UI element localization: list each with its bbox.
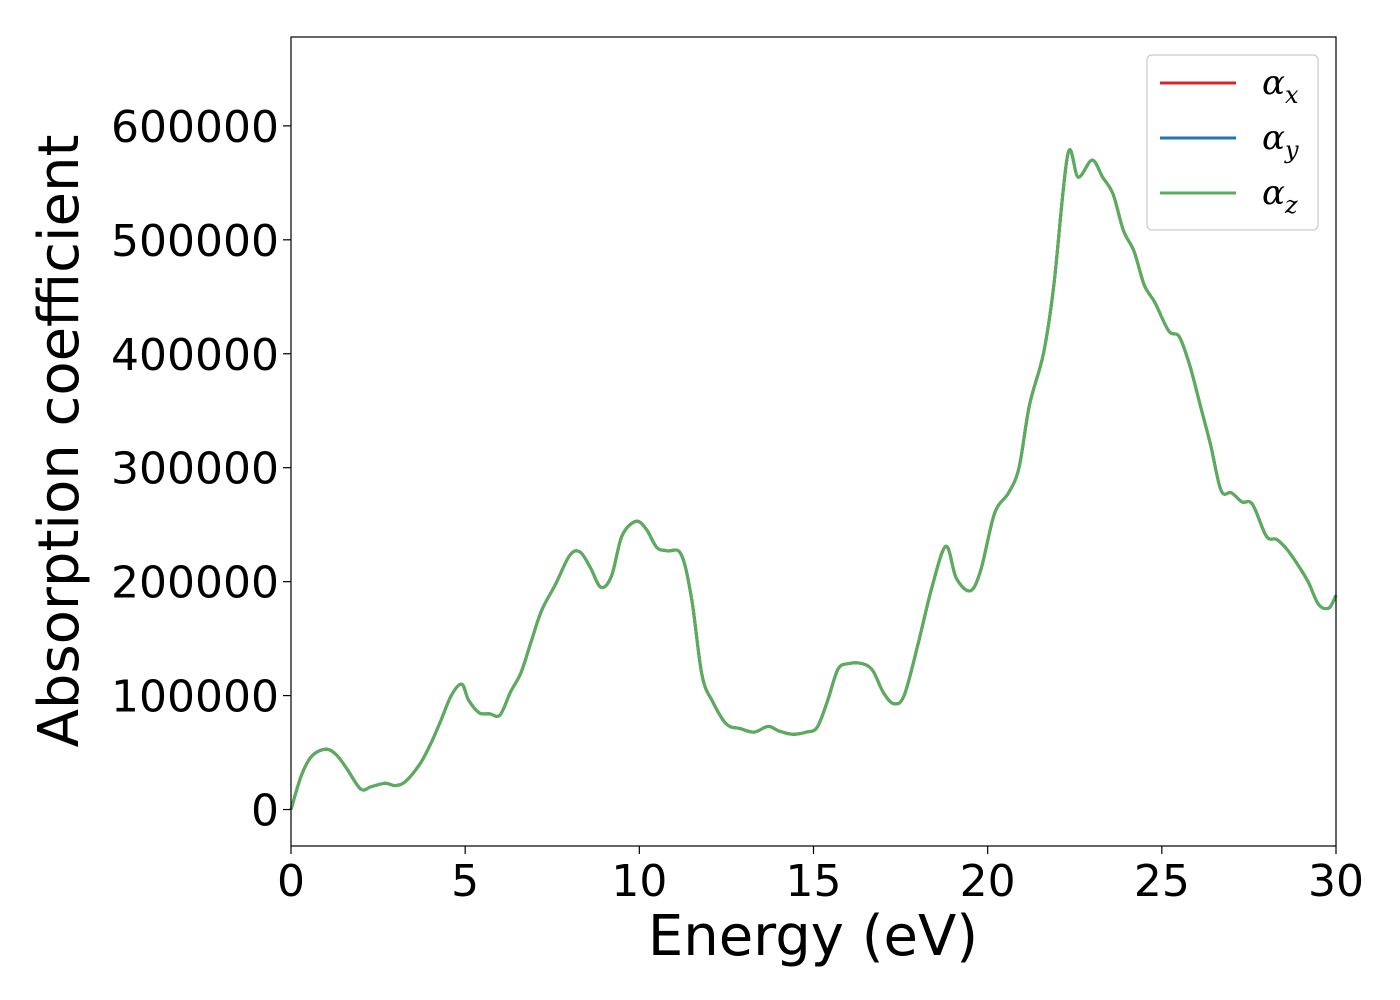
legend: αx αy αz (1146, 54, 1319, 231)
y-axis: 0 100000 200000 300000 400000 500000 600000 (111, 102, 291, 837)
y-tick-label: 400000 (111, 330, 279, 381)
legend-label-z: αz (1262, 173, 1298, 219)
y-tick-label: 100000 (111, 672, 279, 723)
x-tick-label: 10 (611, 856, 667, 907)
legend-label-y: αy (1262, 118, 1299, 164)
y-tick-label: 500000 (111, 216, 279, 267)
y-tick-label: 0 (251, 786, 279, 837)
x-tick-label: 25 (1134, 856, 1190, 907)
x-tick-label: 5 (451, 856, 479, 907)
y-tick-label: 600000 (111, 102, 279, 153)
x-tick-label: 30 (1308, 856, 1364, 907)
legend-label-x: αx (1262, 63, 1299, 109)
x-tick-label: 20 (960, 856, 1016, 907)
series-layer (289, 148, 1338, 810)
x-axis: 0 5 10 15 20 25 30 (277, 846, 1364, 907)
y-tick-label: 300000 (111, 444, 279, 495)
x-axis-label: Energy (eV) (648, 904, 978, 969)
x-tick-label: 15 (786, 856, 842, 907)
y-axis-label: Absorption coefficient (27, 135, 92, 748)
series-line-z (289, 148, 1338, 810)
y-tick-label: 200000 (111, 558, 279, 609)
legend-frame (1146, 54, 1319, 231)
x-tick-label: 0 (277, 856, 305, 907)
